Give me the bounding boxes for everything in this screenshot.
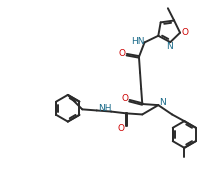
Text: O: O [121,94,128,103]
Text: NH: NH [98,104,112,113]
Text: O: O [119,49,126,58]
Text: N: N [159,98,166,107]
Text: HN: HN [131,37,145,46]
Text: O: O [118,124,125,133]
Text: N: N [166,42,173,51]
Text: O: O [181,28,188,37]
